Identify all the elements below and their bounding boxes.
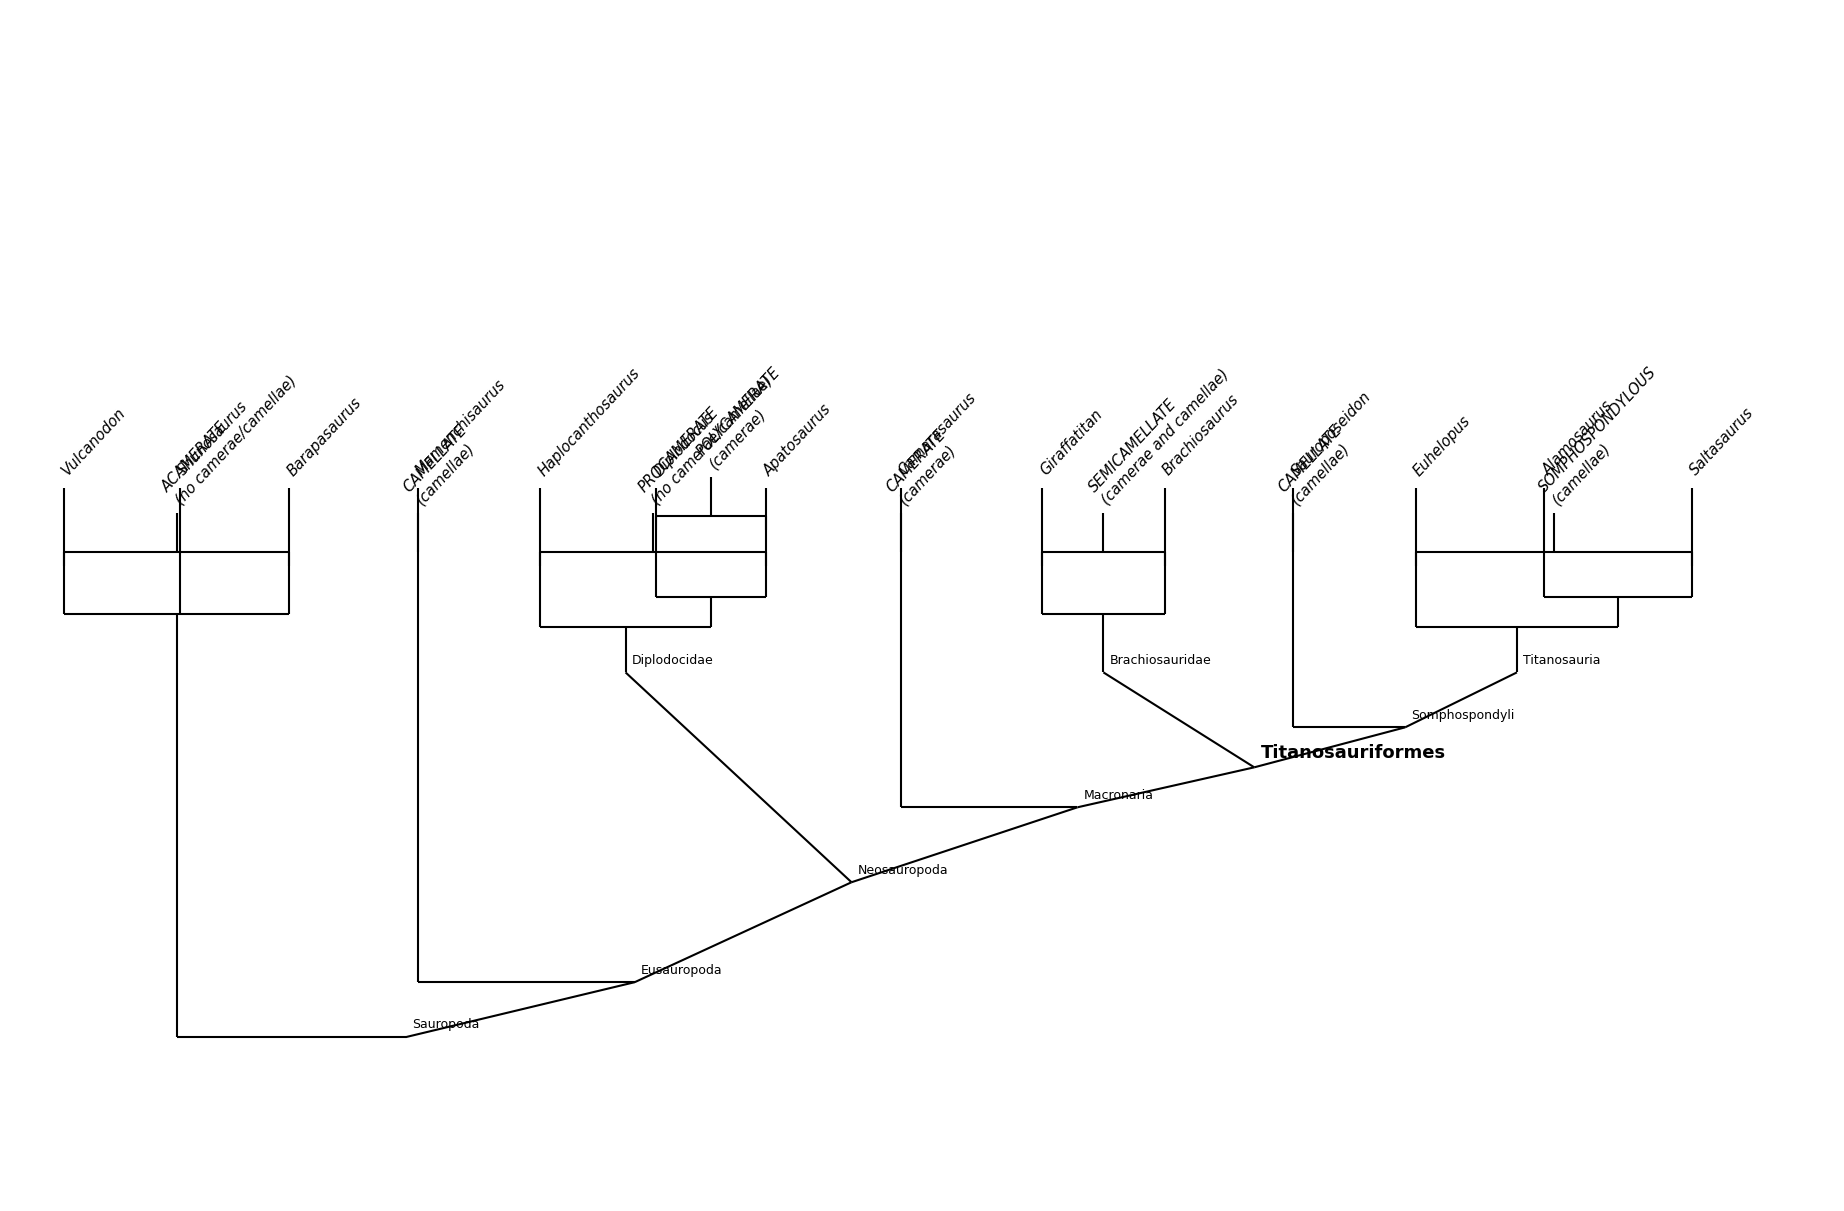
Text: Vulcanodon: Vulcanodon	[59, 406, 129, 478]
Text: Giraffatitan: Giraffatitan	[1038, 407, 1106, 478]
Text: Titanosauria: Titanosauria	[1523, 654, 1601, 667]
Text: PROCAMERATE
(no camerae/camellae): PROCAMERATE (no camerae/camellae)	[636, 361, 774, 507]
Text: Haplocanthosaurus: Haplocanthosaurus	[535, 365, 644, 478]
Text: SEMICAMELLATE
(camerae and camellae): SEMICAMELLATE (camerae and camellae)	[1086, 355, 1232, 507]
Text: Camarasaurus: Camarasaurus	[896, 391, 979, 478]
Text: Brachiosaurus: Brachiosaurus	[1160, 392, 1241, 478]
Text: Alamosaurus: Alamosaurus	[1540, 398, 1615, 478]
Text: Macronaria: Macronaria	[1084, 788, 1154, 802]
Text: Titanosauriformes: Titanosauriformes	[1261, 744, 1446, 762]
Text: CAMELLATE
(camellae): CAMELLATE (camellae)	[400, 423, 483, 507]
Text: Apatosaurus: Apatosaurus	[762, 401, 833, 478]
Text: POLYCAMERATE
(camerae): POLYCAMERATE (camerae)	[693, 365, 795, 471]
Text: Diplodocidae: Diplodocidae	[632, 654, 714, 667]
Text: Eusauropoda: Eusauropoda	[642, 964, 723, 976]
Text: Sauropoda: Sauropoda	[411, 1018, 479, 1032]
Text: SOMPHOSPONDYLOUS
(camellae): SOMPHOSPONDYLOUS (camellae)	[1536, 365, 1673, 507]
Text: Sauroposeidon: Sauroposeidon	[1289, 389, 1374, 478]
Text: CAMELLATE
(camellae): CAMELLATE (camellae)	[1276, 423, 1357, 507]
Text: ACAMERATE
(no camerae/camellae): ACAMERATE (no camerae/camellae)	[159, 361, 299, 507]
Text: CAMERATE
(camerae): CAMERATE (camerae)	[883, 427, 961, 507]
Text: Shunosaurus: Shunosaurus	[175, 398, 251, 478]
Text: Saltasaurus: Saltasaurus	[1687, 406, 1757, 478]
Text: Mamenchisaurus: Mamenchisaurus	[413, 378, 509, 478]
Text: Euhelopus: Euhelopus	[1411, 413, 1473, 478]
Text: Barapasaurus: Barapasaurus	[284, 395, 365, 478]
Text: Diplodocus: Diplodocus	[651, 409, 717, 478]
Text: Neosauropoda: Neosauropoda	[857, 863, 948, 877]
Text: Somphospondyli: Somphospondyli	[1411, 708, 1514, 722]
Text: Brachiosauridae: Brachiosauridae	[1110, 654, 1212, 667]
